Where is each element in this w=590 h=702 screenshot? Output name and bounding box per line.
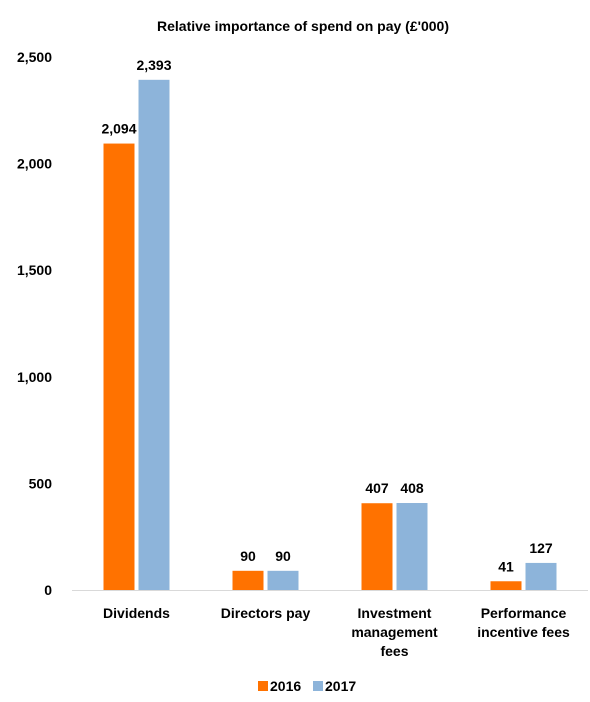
legend: 2016 2017 (258, 678, 356, 694)
data-labels-group: 2,094 90 407 41 2,393 90 408 127 (101, 57, 552, 574)
data-label: 90 (240, 548, 256, 564)
data-label: 408 (400, 480, 424, 496)
data-label: 90 (275, 548, 291, 564)
y-axis: 0 500 1,000 1,500 2,000 2,500 (17, 49, 52, 598)
data-label: 407 (365, 480, 389, 496)
legend-swatch (313, 681, 323, 691)
bar-2017 (267, 570, 299, 590)
data-label: 2,393 (136, 57, 171, 73)
category-label: Investment management fees (351, 605, 438, 659)
y-tick-label: 2,000 (17, 156, 52, 172)
bar-2017 (138, 79, 170, 590)
bar-2017 (525, 562, 557, 590)
data-label: 127 (529, 540, 553, 556)
y-tick-label: 0 (44, 582, 52, 598)
data-label: 2,094 (101, 121, 136, 137)
category-label: Performance incentive fees (477, 605, 570, 640)
category-label: Directors pay (221, 605, 311, 621)
y-tick-label: 500 (29, 475, 53, 491)
category-label: Dividends (103, 605, 170, 621)
bar-2017 (396, 503, 428, 590)
y-tick-label: 1,500 (17, 262, 52, 278)
legend-label: 2016 (270, 678, 301, 694)
bar-2016 (103, 143, 135, 590)
y-tick-label: 1,000 (17, 369, 52, 385)
legend-label: 2017 (325, 678, 356, 694)
data-label: 41 (498, 558, 514, 574)
legend-swatch (258, 681, 268, 691)
chart-title: Relative importance of spend on pay (£'0… (157, 18, 449, 34)
bar-2016 (361, 503, 393, 590)
x-axis: Dividends Directors pay Investment manageme… (72, 590, 588, 659)
y-tick-label: 2,500 (17, 49, 52, 65)
bar-2016 (232, 570, 264, 590)
bar-2016 (490, 581, 522, 590)
bars-group (103, 79, 557, 590)
